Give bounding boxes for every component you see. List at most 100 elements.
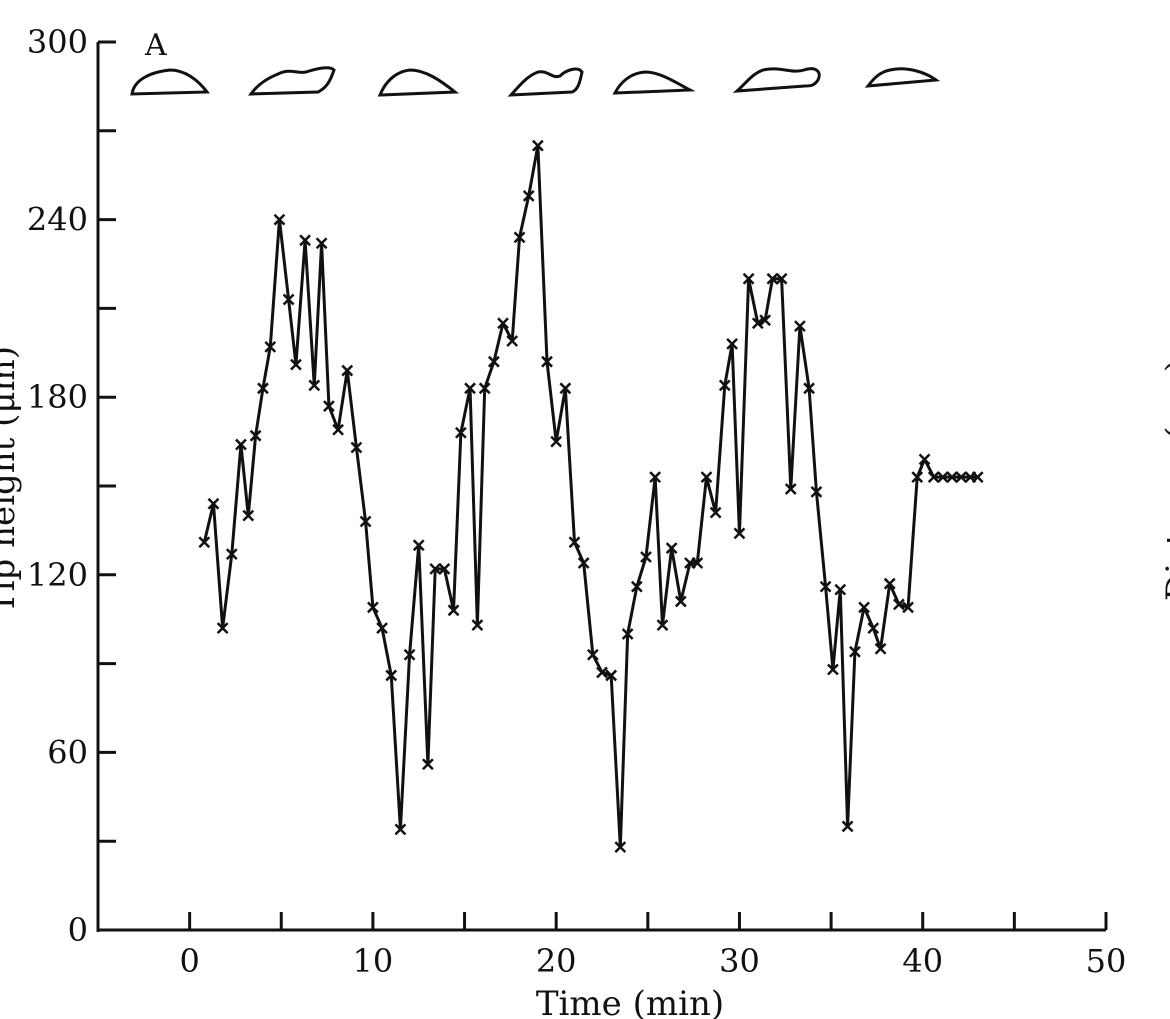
data-point-mark — [242, 509, 255, 522]
data-point-mark — [438, 562, 451, 575]
data-point — [709, 506, 722, 519]
data-point-mark — [726, 338, 739, 350]
data-point-mark — [937, 471, 949, 484]
data-point — [810, 486, 823, 498]
data-point — [454, 426, 467, 439]
data-point — [577, 557, 590, 569]
data-point — [893, 598, 905, 611]
data-point-mark — [784, 483, 797, 495]
data-point-mark — [605, 669, 618, 682]
data-point — [273, 213, 286, 226]
data-point-mark — [487, 355, 500, 368]
data-point — [225, 548, 238, 560]
data-point-mark — [412, 539, 425, 552]
data-point-mark — [955, 471, 968, 484]
data-point-mark — [794, 320, 806, 333]
data-point — [299, 234, 311, 247]
data-point-mark — [630, 580, 643, 593]
cell-shape-silhouettes — [130, 66, 941, 97]
data-point — [621, 628, 634, 640]
data-point-mark — [264, 340, 277, 353]
data-point-mark — [656, 619, 669, 632]
data-point — [522, 190, 535, 202]
data-point-mark — [834, 583, 847, 596]
data-point-mark — [332, 423, 344, 436]
data-point-mark — [640, 551, 652, 563]
data-point — [216, 622, 229, 634]
data-point-mark — [867, 622, 880, 634]
data-point — [630, 580, 643, 593]
data-point — [471, 619, 484, 632]
data-point-mark — [422, 758, 434, 771]
data-point — [264, 340, 277, 353]
data-point-mark — [497, 317, 509, 330]
data-point — [323, 400, 335, 412]
data-point-mark — [568, 536, 581, 549]
data-point-mark — [531, 139, 544, 152]
data-point — [282, 293, 295, 306]
data-point — [691, 557, 704, 569]
data-point — [759, 314, 771, 327]
data-point — [429, 562, 442, 575]
data-point-mark — [464, 382, 476, 395]
data-point-mark — [249, 429, 262, 442]
data-point — [257, 382, 269, 395]
x-tick-label: 20 — [536, 942, 577, 980]
data-point-mark — [290, 358, 302, 371]
data-point-mark — [454, 426, 467, 439]
cell-shape-5 — [612, 70, 696, 95]
data-point — [640, 551, 652, 563]
data-point-mark — [819, 580, 832, 593]
data-point-mark — [902, 601, 914, 614]
data-point — [918, 453, 931, 466]
data-point-mark — [709, 506, 722, 519]
data-point-mark — [513, 231, 526, 244]
right-y-axis-label: Distance (μm) — [1159, 359, 1170, 601]
data-point — [559, 382, 572, 395]
data-point — [403, 648, 416, 661]
data-point — [478, 382, 491, 395]
cell-shape-7 — [864, 67, 941, 88]
data-point-mark — [216, 622, 229, 634]
data-point-mark — [665, 542, 678, 555]
data-point-mark — [403, 648, 416, 661]
data-point-mark — [841, 820, 854, 833]
data-point — [464, 382, 476, 395]
data-point-mark — [674, 595, 687, 608]
data-point-mark — [257, 382, 269, 395]
data-point — [656, 619, 669, 632]
data-point-mark — [308, 379, 321, 392]
data-point — [614, 841, 627, 854]
data-point-mark — [367, 601, 379, 614]
data-point — [341, 364, 354, 377]
data-point-mark — [550, 435, 563, 448]
data-point-mark — [273, 213, 286, 226]
data-point — [385, 669, 398, 682]
x-axis-label: Time (min) — [536, 984, 724, 1019]
data-point-mark — [471, 619, 484, 632]
x-tick-label: 40 — [902, 942, 943, 980]
data-point — [902, 601, 914, 614]
data-point — [332, 423, 344, 436]
cell-shape-2 — [248, 66, 336, 96]
y-tick-label: 240 — [27, 201, 88, 239]
x-tick-label: 50 — [1086, 942, 1127, 980]
data-point-mark — [299, 234, 311, 247]
data-point — [827, 663, 839, 676]
data-point — [955, 471, 968, 484]
data-point — [841, 820, 854, 833]
data-point — [447, 604, 460, 617]
data-point-mark — [946, 471, 958, 484]
data-point — [198, 536, 211, 549]
data-point — [249, 429, 262, 442]
cell-shape-6 — [732, 67, 821, 93]
data-point-mark — [596, 666, 608, 679]
data-point — [718, 379, 731, 392]
series-line-1 — [202, 144, 978, 849]
data-point — [394, 823, 407, 836]
data-point — [937, 471, 949, 484]
data-point-mark — [742, 272, 755, 285]
series-layer — [198, 139, 984, 854]
y-axis-label: Tip height (μm) — [0, 346, 23, 614]
data-point — [803, 382, 815, 395]
